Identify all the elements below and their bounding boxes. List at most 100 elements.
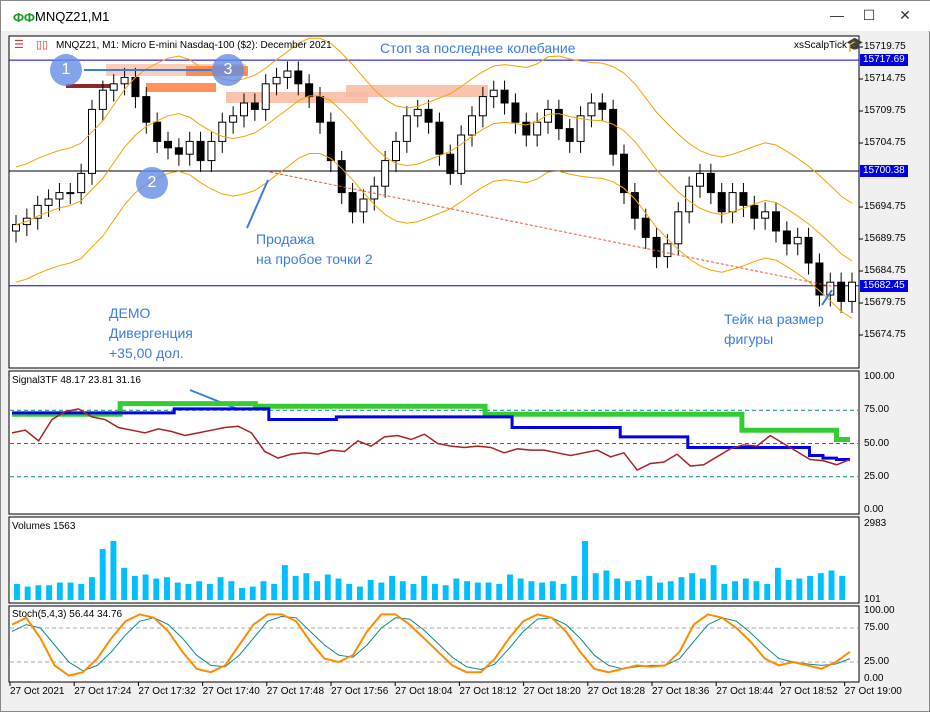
candle-body [424,108,433,123]
candle-body [381,160,390,187]
sell-annotation-2: на пробое точки 2 [256,251,373,267]
candle-body [44,198,53,206]
candle-body [446,153,455,174]
candle-body [120,76,129,85]
price-axis-label: 15714.75 [864,73,906,84]
candle-body [109,83,118,91]
candle-body [348,192,357,213]
candle-body [533,121,542,136]
volume-bar [764,583,771,600]
volume-bar [464,581,471,600]
stoch-axis-label: 0.00 [864,673,884,684]
close-button[interactable]: ✕ [899,7,911,23]
volume-bar [474,582,481,600]
profit-label: +35,00 дол. [109,345,184,361]
order-zone [346,85,488,97]
candle-body [554,108,563,130]
volume-bar [196,581,203,600]
point-marker-2: 2 [136,167,168,199]
time-axis-label: 27 Oct 17:48 [266,686,325,697]
candle-body [402,115,411,142]
volume-bar [153,578,160,600]
volume-bar [678,577,685,600]
candle-body [576,115,585,142]
candle-body [196,140,205,162]
candle-body [370,185,379,200]
trade-list-icon[interactable]: ☰ [14,39,24,51]
volume-bar [710,565,717,600]
volume-bar [667,581,674,600]
volume-axis-max: 2983 [864,518,887,529]
volume-bar [260,581,267,600]
candle-body [609,108,618,155]
volume-bar [689,573,696,600]
candle-body [359,198,368,213]
volume-bar [592,573,599,600]
candle-body [294,70,303,85]
candle-body [326,121,335,162]
price-axis-label: 15684.75 [864,265,906,276]
signal-axis-label: 100.00 [864,371,895,382]
volume-bar [281,565,288,600]
expert-name: xsScalpTick [794,40,847,51]
volume-bar [699,578,706,600]
volume-bar [389,575,396,600]
annotation-arrow [189,389,241,411]
price-axis-label: 15719.75 [864,41,906,52]
candle-body [620,153,628,194]
demo-label: ДЕМО [109,305,151,321]
divergence-label: Дивергенция [109,325,193,341]
graduation-cap-icon[interactable]: 🎓 [846,36,864,52]
candle-body [782,230,791,245]
candle-body [804,236,813,264]
volume-bar [217,577,224,600]
candle-body [316,96,324,123]
volume-bar [249,586,256,600]
order-zone [226,92,368,103]
depth-icon[interactable]: ▯▯ [36,39,49,51]
maximize-button[interactable]: ☐ [862,7,876,23]
annotation-arrow [821,289,833,306]
candle-body [283,70,292,78]
time-axis-label: 27 Oct 17:24 [74,686,132,697]
volume-bar [367,579,374,600]
time-axis-label: 27 Oct 18:12 [459,686,517,697]
time-axis-label: 27 Oct 17:40 [202,686,260,697]
signal-axis-label: 25.00 [864,470,890,482]
volume-bar [67,582,74,600]
price-axis-label: 15679.75 [864,297,906,308]
volume-bar [785,579,792,600]
candle-body [500,89,509,104]
price-axis-label: 15689.75 [864,233,906,244]
volume-bar [239,587,245,600]
volume-bar [335,578,342,600]
order-zone [146,83,216,92]
time-axis-label: 27 Oct 17:32 [138,686,196,697]
candle-body [174,147,183,155]
volume-bar [603,570,610,600]
time-axis-label: 27 Oct 18:44 [716,686,774,697]
candle-body [706,172,715,194]
candle-body [435,121,444,155]
price-tag: 15682.45 [860,279,908,292]
volume-bar [14,583,20,600]
candle-body [261,83,270,110]
volume-axis-min: 101 [864,594,881,605]
volume-bar [539,582,546,600]
volume-bar [549,581,556,600]
minimize-button[interactable]: — [830,7,844,23]
time-axis-label: 27 Oct 17:56 [331,686,389,697]
volume-bar [142,574,149,600]
candle-body [478,96,487,117]
signal-label: Signal3TF 48.17 23.81 31.16 [12,375,141,386]
signal-axis-label: 50.00 [864,437,890,449]
volume-bar [78,583,85,600]
stoch-signal-line [11,615,851,672]
stoch-axis-label: 75.00 [864,622,890,633]
price-axis-label: 15694.75 [864,201,906,212]
stoch-panel [8,605,860,683]
candle-body [240,102,248,117]
volume-bar [228,581,235,600]
stop-marker [66,84,114,88]
